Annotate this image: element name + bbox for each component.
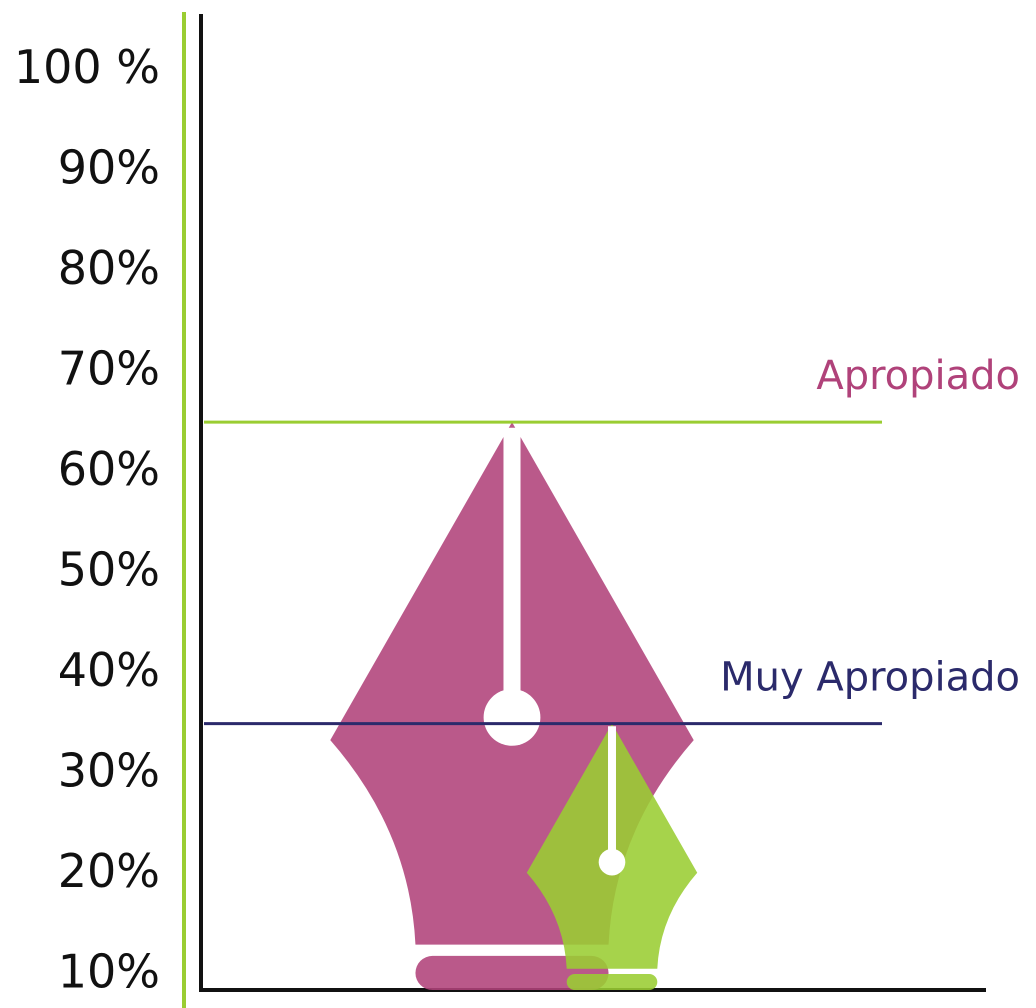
y-tick-label: 100 %: [14, 40, 160, 94]
pen-nib-base: [415, 955, 609, 990]
y-tick-label: 50%: [58, 542, 160, 596]
y-tick-label: 90%: [58, 140, 160, 194]
y-tick-label: 80%: [58, 241, 160, 295]
y-tick-label: 40%: [58, 643, 160, 697]
y-tick-label: 60%: [58, 442, 160, 496]
pen-nib-hole: [598, 848, 626, 876]
y-tick-label: 10%: [58, 944, 160, 998]
pen-nib-hole: [483, 689, 541, 746]
pen-nib-base: [566, 974, 658, 990]
y-tick-label: 30%: [58, 743, 160, 797]
y-tick-label: 70%: [58, 341, 160, 395]
series-label: Muy Apropiado: [720, 655, 1020, 701]
y-tick-label: 20%: [58, 844, 160, 898]
series-label: Apropiado: [816, 353, 1020, 399]
